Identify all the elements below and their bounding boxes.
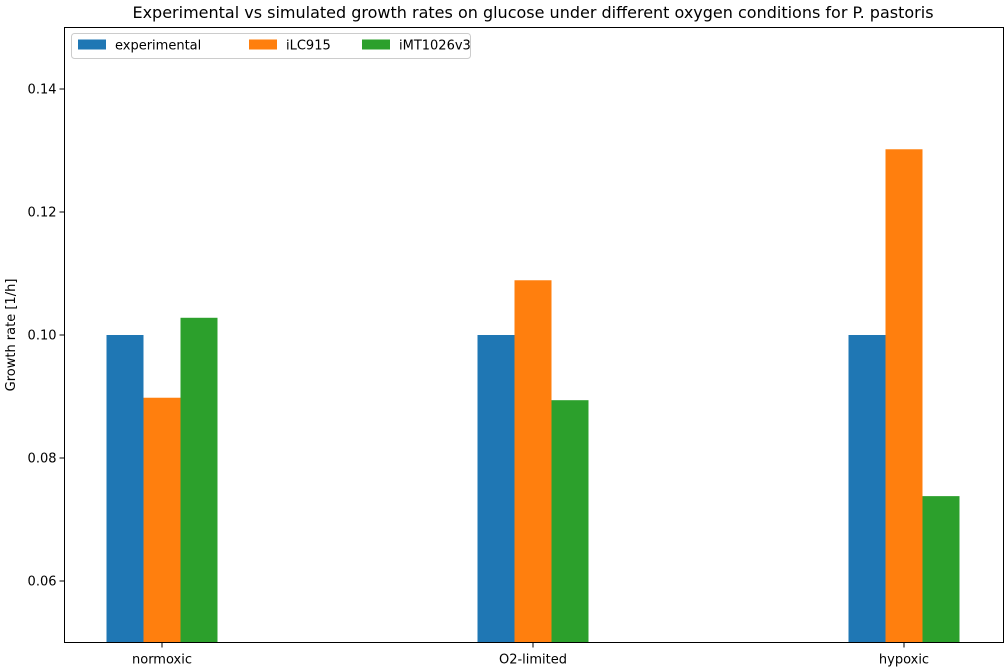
- legend: experimental iLC915 iMT1026v3: [71, 33, 471, 59]
- y-tick-label: 0.06: [28, 575, 57, 590]
- x-tick-label: hypoxic: [879, 653, 929, 668]
- y-tick-label: 0.08: [28, 452, 57, 467]
- bar-experimental-hypoxic: [848, 335, 886, 643]
- x-axis-ticks: normoxic O2-limited hypoxic: [132, 642, 929, 668]
- legend-swatch-iMT1026v3: [362, 39, 390, 50]
- x-tick-label: normoxic: [132, 653, 192, 668]
- y-axis-label: Growth rate [1/h]: [4, 279, 19, 392]
- bar-iMT1026v3-normoxic: [180, 317, 218, 643]
- plot-area-frame: [64, 27, 1004, 643]
- bar-iMT1026v3-hypoxic: [922, 496, 960, 643]
- legend-label-iMT1026v3: iMT1026v3: [399, 39, 471, 54]
- y-tick-label: 0.12: [28, 206, 57, 221]
- y-axis-ticks: 0.06 0.08 0.10 0.12 0.14: [28, 83, 65, 590]
- legend-label-experimental: experimental: [115, 39, 201, 54]
- bar-experimental-normoxic: [106, 335, 144, 643]
- x-tick-label: O2-limited: [499, 653, 567, 668]
- bar-iMT1026v3-O2-limited: [551, 400, 589, 643]
- bars-group: [106, 149, 960, 643]
- bar-iLC915-hypoxic: [885, 149, 923, 643]
- y-tick-label: 0.10: [28, 329, 57, 344]
- legend-swatch-iLC915: [249, 39, 277, 50]
- bar-iLC915-normoxic: [143, 397, 181, 643]
- legend-label-iLC915: iLC915: [286, 39, 331, 54]
- bar-iLC915-O2-limited: [514, 280, 552, 643]
- y-tick-label: 0.14: [28, 83, 57, 98]
- chart-title: Experimental vs simulated growth rates o…: [132, 3, 933, 22]
- legend-swatch-experimental: [78, 39, 106, 50]
- bar-experimental-O2-limited: [477, 335, 515, 643]
